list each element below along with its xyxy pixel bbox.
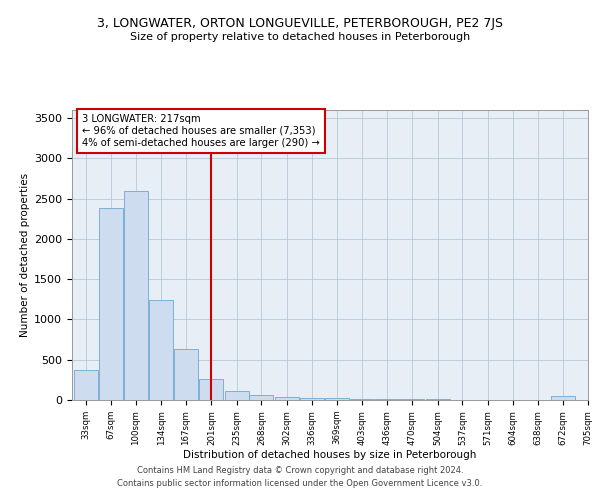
Bar <box>199 379 223 400</box>
Bar <box>99 208 123 400</box>
Text: Contains HM Land Registry data © Crown copyright and database right 2024.
Contai: Contains HM Land Registry data © Crown c… <box>118 466 482 487</box>
X-axis label: Distribution of detached houses by size in Peterborough: Distribution of detached houses by size … <box>184 450 476 460</box>
Bar <box>275 397 299 400</box>
Bar <box>74 370 98 400</box>
Bar <box>350 399 374 400</box>
Bar <box>250 395 274 400</box>
Bar <box>149 300 173 400</box>
Bar <box>225 391 249 400</box>
Bar <box>551 396 575 400</box>
Text: 3 LONGWATER: 217sqm
← 96% of detached houses are smaller (7,353)
4% of semi-deta: 3 LONGWATER: 217sqm ← 96% of detached ho… <box>82 114 320 148</box>
Bar <box>325 398 349 400</box>
Text: Size of property relative to detached houses in Peterborough: Size of property relative to detached ho… <box>130 32 470 42</box>
Y-axis label: Number of detached properties: Number of detached properties <box>20 173 30 337</box>
Text: 3, LONGWATER, ORTON LONGUEVILLE, PETERBOROUGH, PE2 7JS: 3, LONGWATER, ORTON LONGUEVILLE, PETERBO… <box>97 18 503 30</box>
Bar <box>124 190 148 400</box>
Bar <box>174 349 198 400</box>
Bar <box>300 398 324 400</box>
Bar <box>375 399 399 400</box>
